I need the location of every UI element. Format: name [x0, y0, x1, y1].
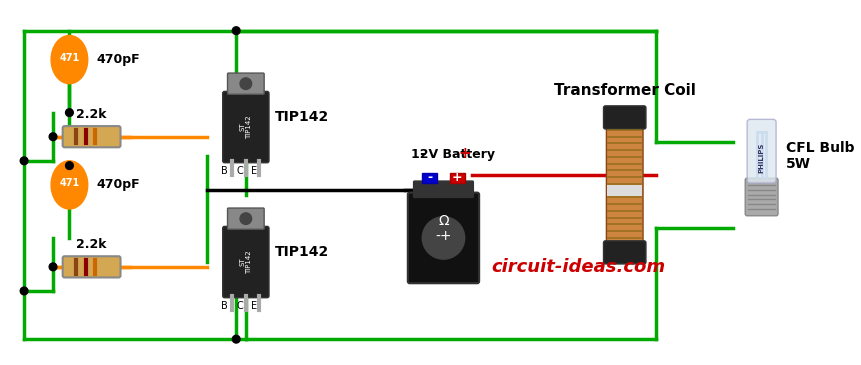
Circle shape — [232, 27, 240, 35]
Text: +: + — [458, 146, 471, 161]
Text: -+: -+ — [435, 229, 452, 243]
Text: ST
TIP142: ST TIP142 — [239, 250, 252, 274]
FancyBboxPatch shape — [604, 106, 646, 129]
FancyBboxPatch shape — [223, 226, 269, 298]
FancyBboxPatch shape — [422, 173, 437, 183]
Text: C: C — [237, 166, 244, 176]
Ellipse shape — [51, 161, 88, 209]
FancyBboxPatch shape — [227, 208, 264, 229]
FancyBboxPatch shape — [606, 126, 643, 244]
Text: Ω: Ω — [438, 214, 449, 228]
FancyBboxPatch shape — [746, 178, 778, 216]
Text: 471: 471 — [59, 178, 79, 188]
Circle shape — [232, 335, 240, 343]
Ellipse shape — [51, 35, 88, 84]
Circle shape — [21, 287, 28, 295]
Circle shape — [65, 162, 73, 169]
Text: 470pF: 470pF — [96, 178, 140, 191]
Text: PHILIPS: PHILIPS — [759, 143, 765, 173]
Text: ST
TIP142: ST TIP142 — [239, 115, 252, 139]
Text: +: + — [452, 171, 462, 184]
FancyBboxPatch shape — [747, 119, 776, 183]
Text: C: C — [237, 301, 244, 311]
Text: E: E — [251, 166, 257, 176]
FancyBboxPatch shape — [413, 181, 474, 197]
Circle shape — [422, 217, 465, 259]
Text: 2.2k: 2.2k — [77, 108, 107, 121]
Text: 12V Battery: 12V Battery — [411, 148, 495, 161]
FancyBboxPatch shape — [63, 256, 121, 277]
FancyBboxPatch shape — [450, 173, 465, 183]
Text: B: B — [221, 166, 228, 176]
Text: 470pF: 470pF — [96, 53, 140, 66]
Text: circuit-ideas.com: circuit-ideas.com — [492, 258, 666, 276]
FancyBboxPatch shape — [227, 73, 264, 94]
Circle shape — [49, 263, 57, 271]
FancyBboxPatch shape — [63, 126, 121, 147]
Circle shape — [65, 109, 73, 116]
Text: CFL Bulb
5W: CFL Bulb 5W — [786, 141, 854, 171]
Text: 471: 471 — [59, 53, 79, 63]
Text: B: B — [221, 301, 228, 311]
Circle shape — [49, 133, 57, 141]
Circle shape — [240, 78, 251, 89]
FancyBboxPatch shape — [408, 193, 480, 283]
Text: TIP142: TIP142 — [275, 245, 329, 260]
Text: -: - — [419, 146, 425, 161]
Text: E: E — [251, 301, 257, 311]
Text: Transformer Coil: Transformer Coil — [554, 83, 696, 98]
Text: -: - — [427, 171, 432, 184]
FancyBboxPatch shape — [604, 241, 646, 264]
Circle shape — [21, 157, 28, 165]
Circle shape — [240, 213, 251, 224]
Text: TIP142: TIP142 — [275, 111, 329, 124]
FancyBboxPatch shape — [607, 185, 642, 196]
FancyBboxPatch shape — [223, 91, 269, 163]
Text: 2.2k: 2.2k — [77, 238, 107, 251]
